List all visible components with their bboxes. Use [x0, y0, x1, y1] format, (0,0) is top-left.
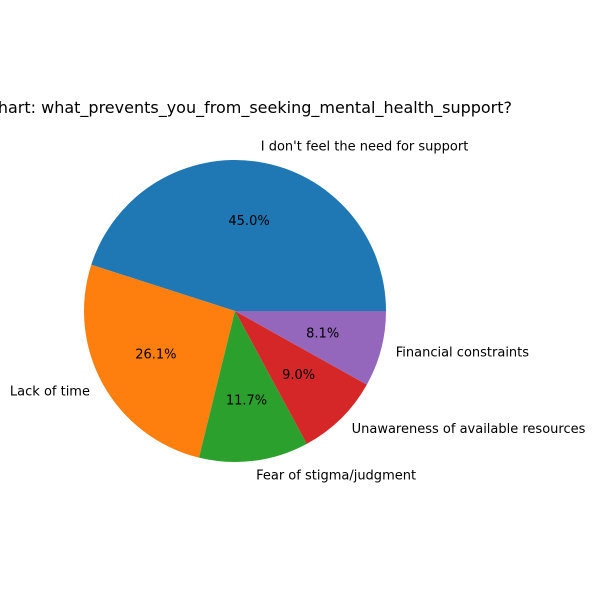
slice-percent-fear-of-stigma-judgment: 11.7%: [226, 393, 267, 408]
pie-slice-unawareness-of-available-resources: [235, 311, 367, 444]
slice-label-fear-of-stigma-judgment: Fear of stigma/judgment: [256, 468, 416, 483]
pie-slice-lack-of-time: [84, 264, 235, 458]
pie-slice-financial-constraints: [235, 311, 386, 385]
pie-slice-fear-of-stigma-judgment: [199, 311, 307, 462]
slice-label-unawareness-of-available-resources: Unawareness of available resources: [352, 422, 586, 437]
slice-percent-unawareness-of-available-resources: 9.0%: [282, 368, 315, 383]
pie-slices: [84, 160, 386, 462]
slice-label-financial-constraints: Financial constraints: [396, 345, 530, 360]
chart-title: Pie Chart: what_prevents_you_from_seekin…: [0, 98, 512, 118]
slice-percent-financial-constraints: 8.1%: [306, 326, 339, 341]
slice-percent-i-don-t-feel-the-need-for-support: 45.0%: [228, 214, 269, 229]
slice-label-i-don-t-feel-the-need-for-support: I don't feel the need for support: [261, 139, 469, 154]
slice-label-lack-of-time: Lack of time: [10, 385, 90, 400]
pie-slice-i-don-t-feel-the-need-for-support: [91, 160, 386, 311]
pie-labels: I don't feel the need for support 45.0% La…: [10, 139, 586, 483]
slice-percent-lack-of-time: 26.1%: [135, 348, 176, 363]
